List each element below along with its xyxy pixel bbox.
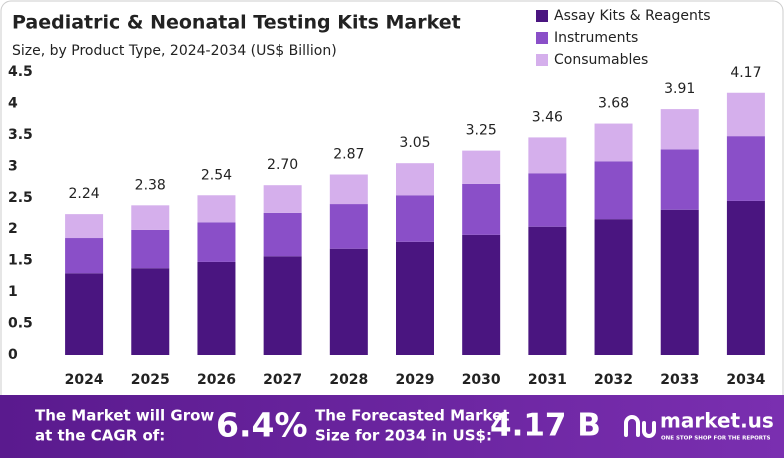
x-tick-label: 2029 [396, 372, 435, 388]
bar-segment [594, 219, 633, 355]
cagr-text: at the CAGR of: [35, 427, 165, 445]
legend-label: Assay Kits & Reagents [554, 8, 711, 24]
bar-segment [660, 109, 699, 150]
x-tick-label: 2026 [197, 372, 236, 388]
legend-swatch [536, 54, 548, 66]
bar-segment [65, 214, 104, 239]
x-tick-label: 2024 [65, 372, 104, 388]
y-tick-label: 1.5 [8, 253, 33, 269]
y-tick-label: 4.5 [8, 64, 33, 80]
bar-segment [131, 205, 170, 230]
bar-segment [726, 92, 765, 137]
cagr-text: The Market will Grow [35, 407, 214, 425]
bar-segment [263, 212, 302, 257]
bar-segment [197, 261, 236, 355]
forecast-text: Size for 2034 in US$: [315, 427, 492, 445]
bar-segment [462, 234, 501, 355]
bar-segment [660, 209, 699, 355]
bar-segment [65, 238, 104, 274]
bar-segment [396, 195, 434, 242]
value-label: 3.05 [399, 135, 430, 151]
bar-segment [594, 161, 633, 220]
brand: market.us [660, 409, 774, 433]
bar-segment [131, 229, 170, 269]
bar-segment [263, 185, 302, 213]
bar-segment [396, 163, 434, 196]
value-label: 3.68 [598, 96, 629, 112]
value-label: 2.38 [135, 177, 166, 193]
value-label: 3.25 [466, 123, 497, 139]
bar-segment [329, 248, 368, 355]
logo-icon [624, 415, 656, 438]
x-tick-label: 2031 [528, 372, 567, 388]
x-tick-label: 2028 [329, 372, 368, 388]
bar-segment [329, 204, 368, 249]
chart-subtitle: Size, by Product Type, 2024-2034 (US$ Bi… [12, 43, 337, 59]
bar-segment [263, 256, 302, 355]
y-tick-label: 1 [8, 284, 18, 300]
legend-swatch [536, 32, 548, 44]
legend-swatch [536, 10, 548, 22]
bar-segment [594, 123, 633, 162]
x-tick-label: 2027 [263, 372, 302, 388]
tagline: ONE STOP SHOP FOR THE REPORTS [661, 436, 771, 442]
y-tick-label: 2 [8, 221, 18, 237]
chart-title: Paediatric & Neonatal Testing Kits Marke… [12, 12, 461, 34]
x-tick-label: 2032 [594, 372, 633, 388]
bar-segment [462, 183, 501, 235]
cagr-value: 6.4% [216, 406, 308, 445]
value-label: 3.91 [664, 81, 695, 97]
y-tick-label: 0 [8, 347, 18, 363]
bar-segment [131, 268, 170, 355]
x-tick-label: 2030 [462, 372, 501, 388]
value-label: 2.54 [201, 167, 232, 183]
bar-segment [528, 226, 567, 355]
bar-segment [462, 150, 501, 184]
y-tick-label: 2.5 [8, 190, 33, 206]
value-label: 4.17 [730, 65, 761, 81]
bar-segment [726, 136, 765, 201]
legend-label: Instruments [554, 30, 638, 46]
y-tick-label: 3.5 [8, 127, 33, 143]
forecast-text: The Forecasted Market [315, 407, 509, 425]
value-label: 2.87 [333, 147, 364, 163]
bar-segment [65, 273, 104, 355]
x-tick-label: 2033 [660, 372, 699, 388]
forecast-value: 4.17 B [490, 408, 601, 444]
x-tick-label: 2025 [131, 372, 170, 388]
bar-segment [396, 241, 434, 355]
legend-label: Consumables [554, 52, 648, 68]
value-label: 2.24 [69, 186, 100, 202]
bar-segment [528, 173, 567, 227]
y-tick-label: 3 [8, 158, 18, 174]
x-tick-label: 2034 [726, 372, 765, 388]
bar-segment [726, 200, 765, 355]
y-tick-label: 0.5 [8, 316, 33, 332]
value-label: 2.70 [267, 157, 298, 173]
bar-segment [197, 222, 236, 262]
bar-segment [329, 174, 368, 205]
value-label: 3.46 [532, 109, 563, 125]
y-tick-label: 4 [8, 95, 18, 111]
bar-segment [197, 195, 236, 223]
bar-segment [660, 149, 699, 210]
bar-segment [528, 137, 567, 174]
